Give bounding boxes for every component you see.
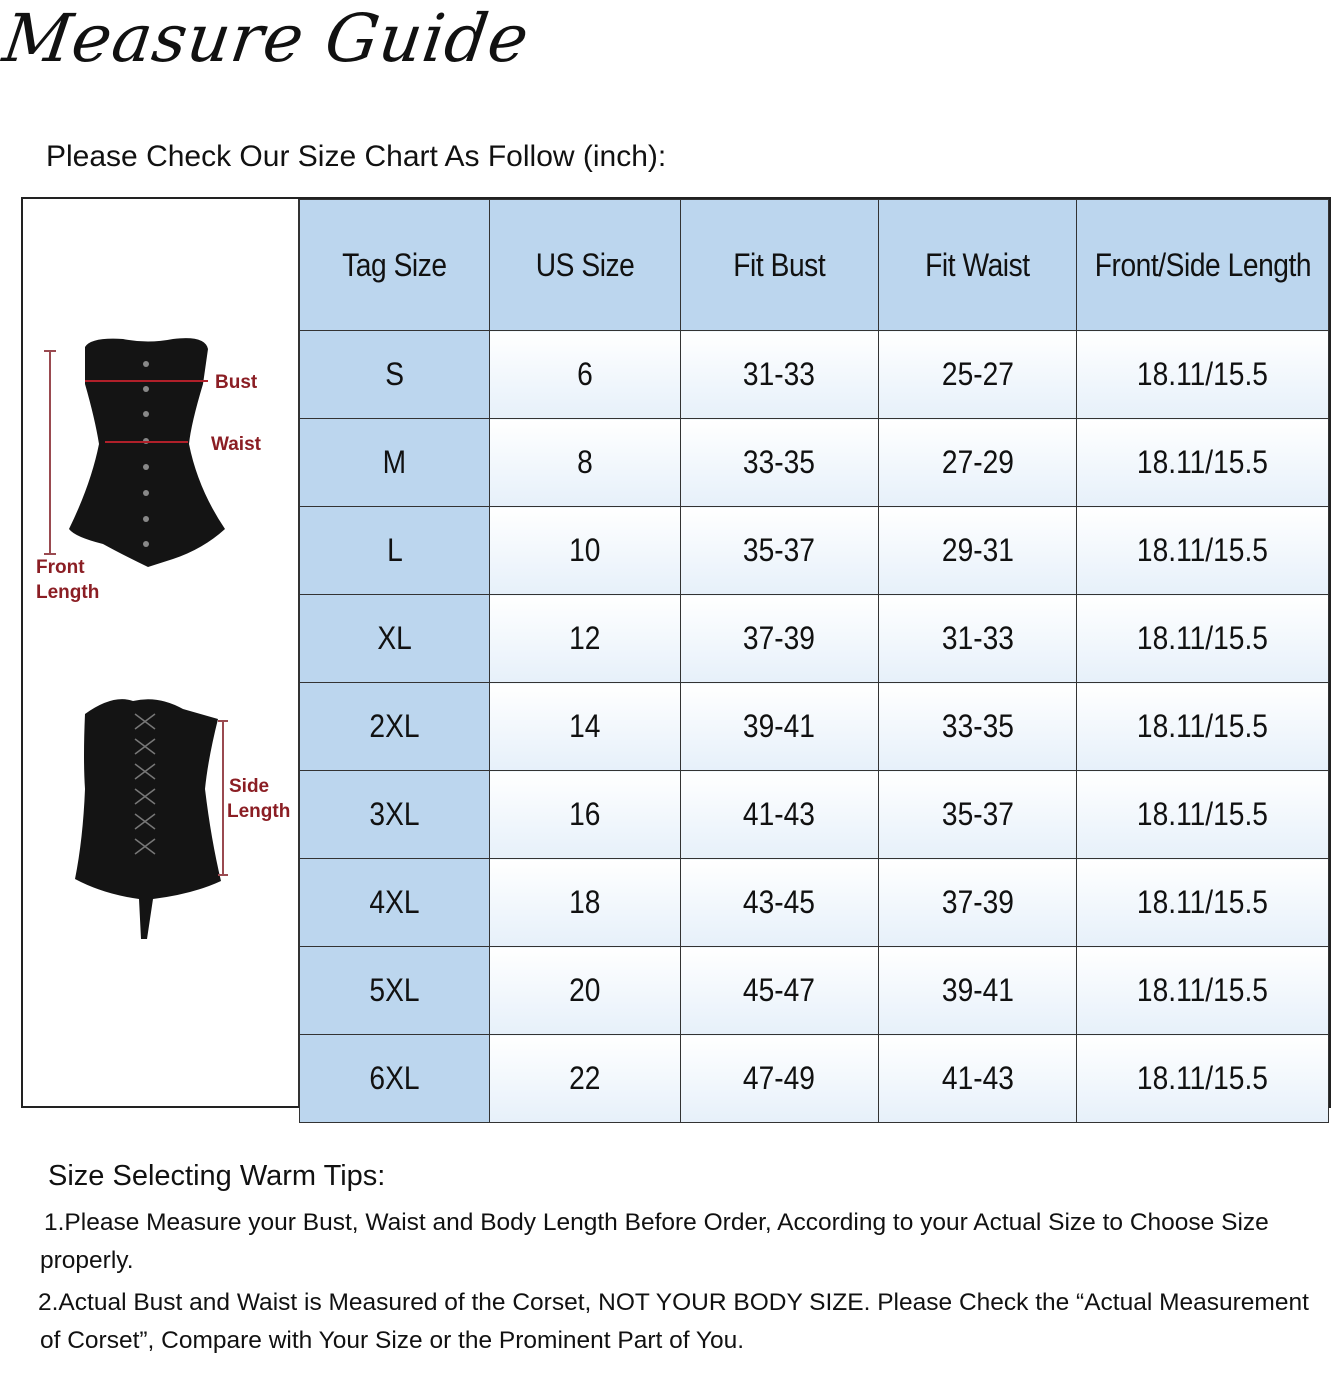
fit-waist-cell: 39-41: [877, 946, 1078, 1035]
fit-bust-cell: 37-39: [679, 594, 879, 683]
us-size-cell: 16: [489, 770, 681, 859]
length-cell: 18.11/15.5: [1076, 1034, 1329, 1123]
side-length-label-line2: Length: [227, 801, 291, 822]
fit-bust-cell: 41-43: [679, 770, 879, 859]
page-title: Measure Guide: [0, 0, 535, 77]
length-cell: 18.11/15.5: [1076, 418, 1329, 507]
us-size-cell: 18: [489, 858, 681, 947]
tip-1: 1.Please Measure your Bust, Waist and Bo…: [40, 1209, 1269, 1274]
length-cell: 18.11/15.5: [1076, 770, 1329, 859]
tag-size-cell: L: [298, 506, 491, 595]
table-row: 4XL 18 43-45 37-39 18.11/15.5: [298, 858, 1329, 947]
fit-waist-cell: 37-39: [877, 858, 1078, 947]
us-size-cell: 10: [489, 506, 681, 595]
table-row: 6XL 22 47-49 41-43 18.11/15.5: [298, 1034, 1329, 1123]
column-header-us-size: US Size: [489, 199, 681, 331]
size-table: Tag Size US Size Fit Bust Fit Waist Fron…: [298, 199, 1329, 1123]
tag-size-cell: 2XL: [298, 682, 491, 771]
table-row: L 10 35-37 29-31 18.11/15.5: [298, 506, 1329, 595]
fit-waist-cell: 41-43: [877, 1034, 1078, 1123]
us-size-cell: 12: [489, 594, 681, 683]
fit-waist-cell: 33-35: [877, 682, 1078, 771]
front-length-label-line2: Length: [36, 582, 100, 603]
table-header-row: Tag Size US Size Fit Bust Fit Waist Fron…: [298, 199, 1329, 331]
fit-waist-cell: 35-37: [877, 770, 1078, 859]
tag-size-cell: S: [298, 330, 491, 419]
column-header-fit-bust: Fit Bust: [679, 199, 879, 331]
fit-bust-cell: 35-37: [679, 506, 879, 595]
tips-heading: Size Selecting Warm Tips:: [48, 1160, 386, 1192]
column-header-length: Front/Side Length: [1076, 199, 1329, 331]
size-chart-subtitle: Please Check Our Size Chart As Follow (i…: [46, 140, 667, 173]
fit-bust-cell: 45-47: [679, 946, 879, 1035]
tag-size-cell: M: [298, 418, 491, 507]
tag-size-cell: 4XL: [298, 858, 491, 947]
tip-2: 2.Actual Bust and Waist is Measured of t…: [38, 1289, 1309, 1354]
fit-bust-cell: 33-35: [679, 418, 879, 507]
length-cell: 18.11/15.5: [1076, 506, 1329, 595]
fit-waist-cell: 27-29: [877, 418, 1078, 507]
fit-bust-cell: 31-33: [679, 330, 879, 419]
fit-waist-cell: 25-27: [877, 330, 1078, 419]
measurement-diagram: Bust Waist Front Length Side Length: [23, 199, 300, 1106]
table-row: 2XL 14 39-41 33-35 18.11/15.5: [298, 682, 1329, 771]
us-size-cell: 8: [489, 418, 681, 507]
tag-size-cell: 5XL: [298, 946, 491, 1035]
us-size-cell: 20: [489, 946, 681, 1035]
tag-size-cell: 3XL: [298, 770, 491, 859]
table-row: M 8 33-35 27-29 18.11/15.5: [298, 418, 1329, 507]
corset-illustrations: [44, 338, 228, 939]
us-size-cell: 14: [489, 682, 681, 771]
fit-waist-cell: 31-33: [877, 594, 1078, 683]
column-header-fit-waist: Fit Waist: [877, 199, 1078, 331]
length-cell: 18.11/15.5: [1076, 330, 1329, 419]
waist-label: Waist: [211, 434, 261, 455]
front-corset-image: [44, 338, 225, 567]
table-row: 5XL 20 45-47 39-41 18.11/15.5: [298, 946, 1329, 1035]
front-length-label-line1: Front: [36, 557, 85, 578]
fit-bust-cell: 47-49: [679, 1034, 879, 1123]
fit-bust-cell: 43-45: [679, 858, 879, 947]
us-size-cell: 6: [489, 330, 681, 419]
length-cell: 18.11/15.5: [1076, 594, 1329, 683]
column-header-tag-size: Tag Size: [298, 199, 491, 331]
tag-size-cell: 6XL: [298, 1034, 491, 1123]
table-row: S 6 31-33 25-27 18.11/15.5: [298, 330, 1329, 419]
table-row: 3XL 16 41-43 35-37 18.11/15.5: [298, 770, 1329, 859]
fit-bust-cell: 39-41: [679, 682, 879, 771]
back-corset-image: [75, 699, 228, 939]
table-row: XL 12 37-39 31-33 18.11/15.5: [298, 594, 1329, 683]
size-chart: Bust Waist Front Length Side Length Tag …: [21, 197, 1331, 1123]
length-cell: 18.11/15.5: [1076, 682, 1329, 771]
length-cell: 18.11/15.5: [1076, 946, 1329, 1035]
tag-size-cell: XL: [298, 594, 491, 683]
side-length-label-line1: Side: [229, 776, 270, 797]
length-cell: 18.11/15.5: [1076, 858, 1329, 947]
fit-waist-cell: 29-31: [877, 506, 1078, 595]
us-size-cell: 22: [489, 1034, 681, 1123]
bust-label: Bust: [215, 372, 258, 393]
